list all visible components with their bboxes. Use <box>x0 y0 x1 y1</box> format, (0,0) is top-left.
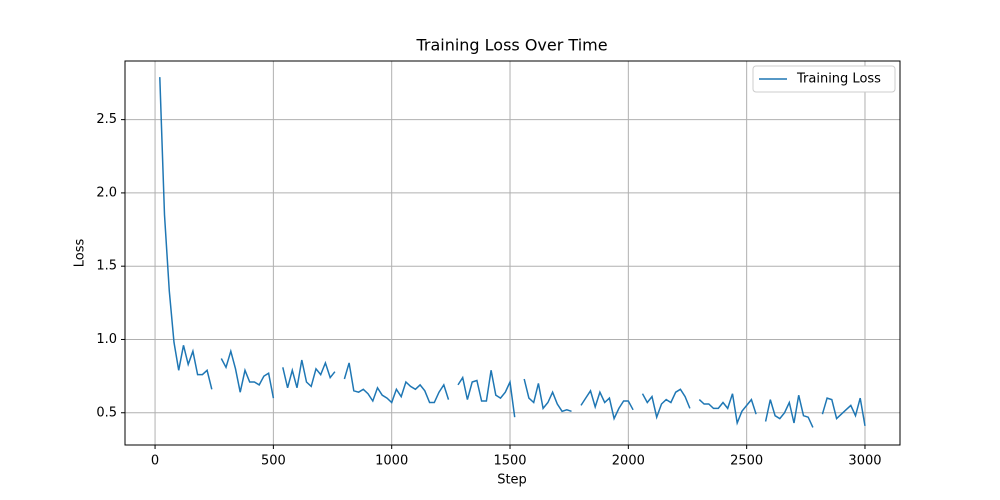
y-tick-label: 1.0 <box>96 332 117 347</box>
y-tick-label: 2.5 <box>96 112 117 127</box>
x-tick-label: 2000 <box>612 454 645 469</box>
y-axis-label: Loss <box>73 239 88 268</box>
x-tick-label: 500 <box>261 454 286 469</box>
x-tick-label: 3000 <box>848 454 881 469</box>
y-tick-label: 0.5 <box>96 405 117 420</box>
x-tick-label: 2500 <box>730 454 763 469</box>
x-tick-label: 1000 <box>375 454 408 469</box>
legend-label: Training Loss <box>796 72 881 87</box>
chart-title: Training Loss Over Time <box>415 36 607 55</box>
plot-frame <box>124 60 901 446</box>
data-line <box>159 77 866 428</box>
y-tick-label: 1.5 <box>96 259 117 274</box>
x-axis-label: Step <box>497 473 527 488</box>
x-tick-label: 0 <box>151 454 159 469</box>
y-tick-label: 2.0 <box>96 185 117 200</box>
x-tick-label: 1500 <box>493 454 526 469</box>
legend-box <box>752 65 896 93</box>
